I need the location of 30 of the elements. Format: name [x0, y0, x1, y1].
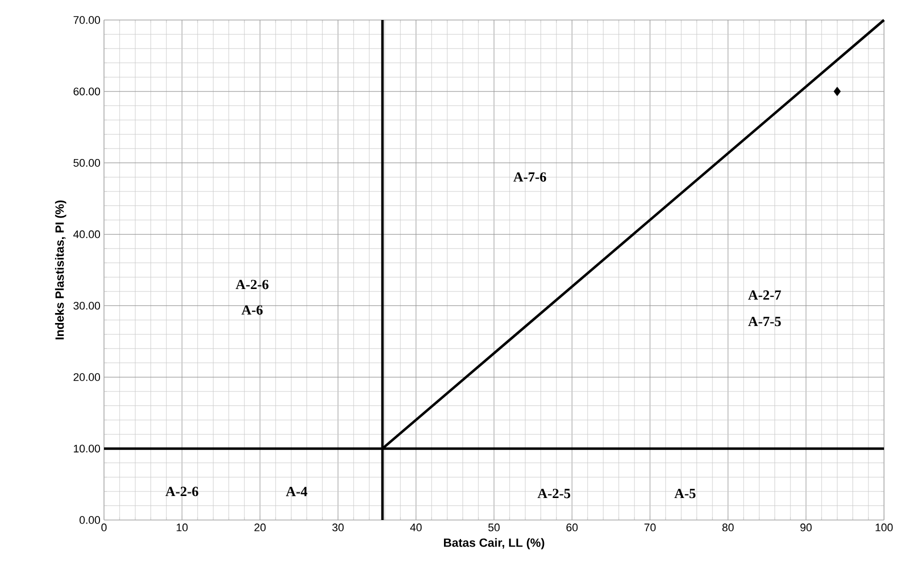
annotation: A-4: [286, 486, 308, 496]
annotation: A-7-6: [513, 172, 546, 182]
x-tick-label: 20: [254, 524, 266, 532]
x-tick-label: 60: [566, 524, 578, 532]
annotation: A-2-7: [748, 290, 781, 300]
y-axis-title: Indeks Plastisitas, PI (%): [55, 200, 66, 340]
x-tick-label: 10: [176, 524, 188, 532]
x-tick-label: 70: [644, 524, 656, 532]
annotation: A-7-5: [748, 316, 781, 326]
x-tick-label: 50: [488, 524, 500, 532]
x-tick-label: 0: [101, 524, 107, 532]
x-tick-label: 40: [410, 524, 422, 532]
x-tick-label: 90: [800, 524, 812, 532]
x-tick-label: 30: [332, 524, 344, 532]
y-tick-label: 60.00: [74, 88, 100, 96]
y-tick-label: 40.00: [73, 230, 100, 238]
x-tick-label: 100: [876, 524, 893, 532]
annotation: A-2-6: [165, 486, 198, 496]
y-tick-label: 70.00: [74, 16, 100, 24]
annotation: A-5: [674, 488, 696, 498]
x-axis-title: Batas Cair, LL (%): [444, 538, 544, 550]
x-tick-label: 80: [722, 524, 734, 532]
annotation: A-6: [242, 305, 263, 315]
y-tick-label: 0.00: [80, 516, 100, 524]
y-tick-label: 50.00: [73, 158, 100, 167]
annotation: A-2-5: [538, 488, 570, 498]
y-tick-label: 30.00: [73, 302, 100, 310]
annotation: A-2-6: [236, 280, 268, 290]
y-tick-label: 10.00: [74, 444, 100, 452]
y-tick-label: 20.00: [74, 373, 100, 382]
